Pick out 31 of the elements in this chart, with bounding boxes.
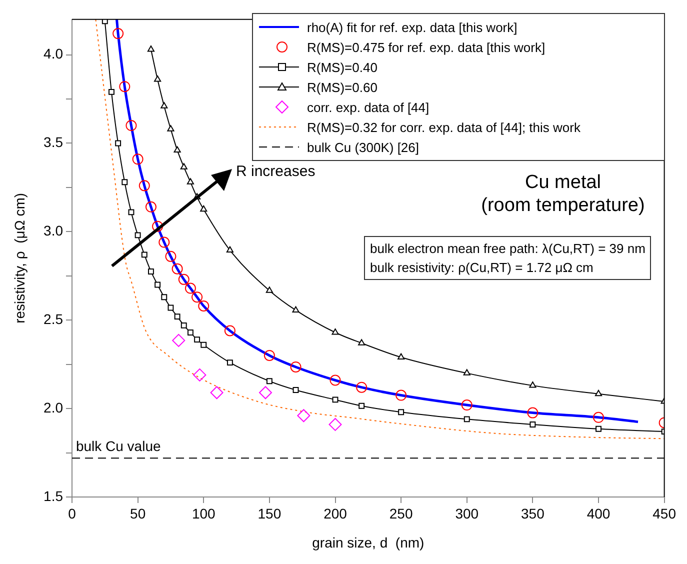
annotation: Cu metal: [524, 172, 602, 194]
annotation: bulk Cu value: [76, 438, 161, 454]
legend-label: R(MS)=0.32 for corr. exp. data of [44]; this work: [307, 120, 580, 134]
x-tick-label: 100: [192, 505, 216, 522]
legend-label: rho(A) fit for ref. exp. data [this work]: [307, 20, 518, 34]
x-tick-label: 250: [389, 505, 413, 522]
x-tick-label: 450: [652, 505, 676, 522]
x-axis-title: grain size, d (nm): [312, 534, 424, 550]
x-tick-label: 200: [324, 505, 348, 522]
x-tick-label: 350: [521, 505, 545, 522]
legend-label: corr. exp. data of [44]: [307, 100, 430, 114]
legend-label: bulk Cu (300K) [26]: [307, 140, 420, 154]
y-tick-label: 4.0: [44, 46, 64, 62]
annotation: (room temperature): [480, 195, 646, 217]
x-tick-label: 50: [130, 505, 146, 522]
y-tick-label: 2.5: [44, 310, 64, 327]
x-tick-label: 400: [586, 505, 610, 522]
y-axis-title: resistivity, ρ (μΩ cm): [11, 192, 28, 324]
x-tick-label: 0: [68, 505, 76, 522]
legend-label: R(MS)=0.60: [307, 80, 378, 94]
legend-label: R(MS)=0.40: [307, 60, 378, 74]
annotation: bulk resistivity: ρ(Cu,RT) = 1.72 μΩ cm: [370, 259, 594, 277]
x-tick-label: 150: [258, 505, 282, 522]
x-tick-label: 300: [455, 505, 479, 522]
y-tick-label: 2.0: [44, 399, 64, 416]
annotation: R increases: [236, 163, 316, 180]
y-tick-label: 1.5: [44, 488, 64, 504]
y-tick-label: 3.0: [44, 222, 64, 239]
legend-label: R(MS)=0.475 for ref. exp. data [this work]: [307, 40, 546, 54]
y-tick-label: 3.5: [44, 134, 64, 150]
annotation: bulk electron mean free path: λ(Cu,RT) = 39 nm: [370, 240, 646, 258]
